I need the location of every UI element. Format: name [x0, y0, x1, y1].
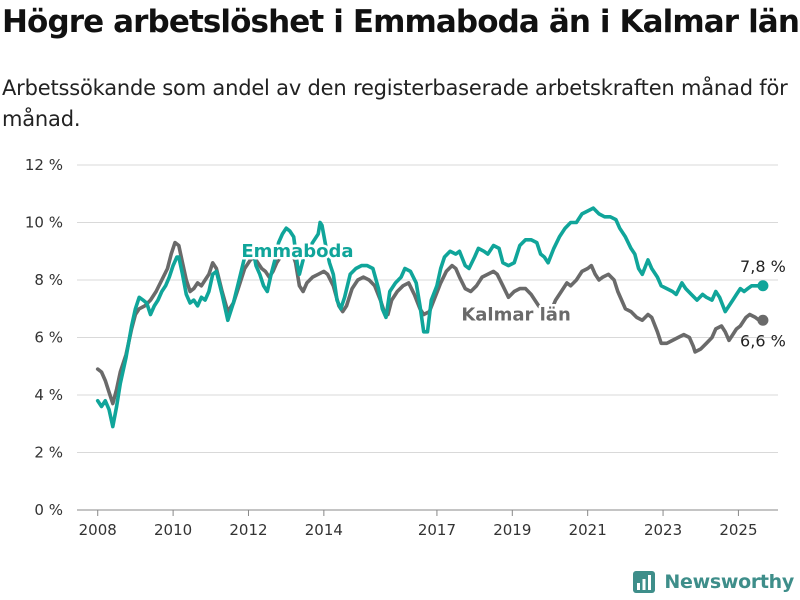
newsworthy-brand: Newsworthy	[632, 570, 794, 594]
emmaboda-series-label: Emmaboda	[241, 241, 353, 262]
series-labels: 7,8 % 6,6 % Emmaboda Kalmar län	[239, 239, 786, 351]
x-tick-label: 2021	[569, 521, 607, 539]
brand-name: Newsworthy	[664, 571, 794, 593]
y-axis: 0 % 2 % 4 % 6 % 8 % 10 % 12 %	[25, 156, 63, 519]
y-tick-label: 0 %	[34, 501, 63, 519]
x-tick-label: 2008	[79, 521, 117, 539]
y-tick-label: 12 %	[25, 156, 63, 174]
x-tick-label: 2017	[418, 521, 456, 539]
x-tick-label: 2025	[719, 521, 757, 539]
kalmar-end-value: 6,6 %	[740, 331, 786, 350]
grid-lines	[77, 164, 778, 511]
chart-subtitle: Arbetssökande som andel av den registerb…	[2, 76, 788, 131]
x-tick-label: 2014	[305, 521, 343, 539]
y-tick-label: 2 %	[34, 444, 63, 462]
series-lines	[95, 206, 769, 429]
kalmar-l-n-end-marker	[757, 314, 769, 326]
newsworthy-logo-icon	[633, 571, 656, 593]
x-tick-label: 2012	[229, 521, 267, 539]
emmaboda-end-marker	[757, 280, 769, 292]
chart-title: Högre arbetslöshet i Emmaboda än i Kalma…	[2, 4, 800, 40]
x-axis: 2008 2010 2012 2014 2017 2019 2021 2023 2025	[79, 510, 758, 539]
kalmar-l-n-series-label: Kalmar län	[461, 304, 570, 325]
x-tick-label: 2023	[644, 521, 682, 539]
x-tick-label: 2010	[154, 521, 192, 539]
emmaboda-series-line	[95, 206, 765, 429]
y-tick-label: 6 %	[34, 329, 63, 347]
y-tick-label: 8 %	[34, 271, 63, 289]
y-tick-label: 10 %	[25, 214, 63, 232]
y-tick-label: 4 %	[34, 386, 63, 404]
emmaboda-end-value: 7,8 %	[740, 257, 786, 276]
x-tick-label: 2019	[493, 521, 531, 539]
